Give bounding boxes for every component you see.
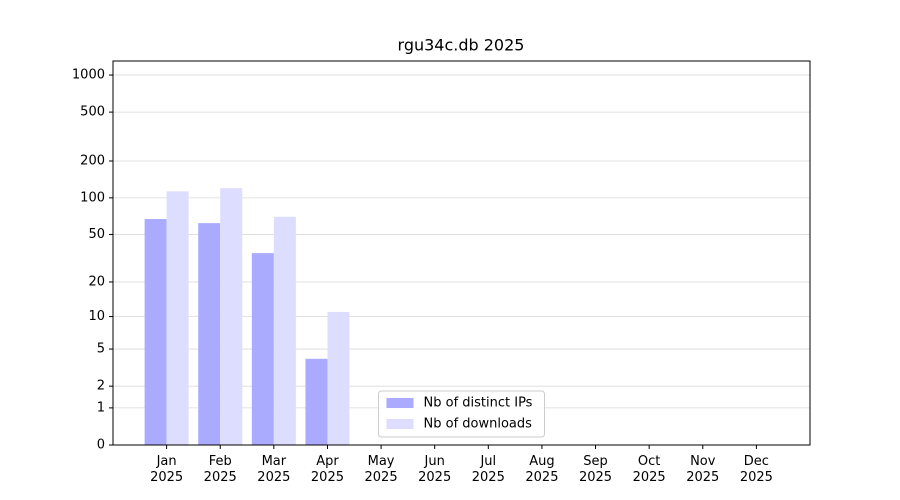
legend: Nb of distinct IPs Nb of downloads — [378, 390, 545, 438]
bar — [305, 358, 328, 445]
x-tick-label: Jul 2025 — [472, 454, 505, 485]
x-tick-label: Sep 2025 — [579, 454, 612, 485]
bar — [327, 311, 350, 445]
plot-frame — [112, 60, 811, 446]
x-tick-label: Dec 2025 — [740, 454, 773, 485]
x-tick-label: Aug 2025 — [525, 454, 558, 485]
x-tick-label: Jun 2025 — [418, 454, 451, 485]
bar — [166, 191, 189, 445]
y-tick-label: 1000 — [72, 68, 105, 83]
bar — [251, 253, 274, 445]
bar — [220, 188, 243, 445]
x-tick-label: May 2025 — [365, 454, 398, 485]
x-tick-label: Jan 2025 — [150, 454, 183, 485]
legend-box — [378, 390, 545, 438]
x-tick-label: Feb 2025 — [204, 454, 237, 485]
bar — [198, 223, 221, 445]
legend-swatch — [386, 398, 414, 408]
y-tick-label: 20 — [88, 274, 105, 289]
x-tick-label: Mar 2025 — [257, 454, 290, 485]
y-tick-label: 10 — [88, 309, 105, 324]
y-tick-label: 1 — [97, 400, 105, 415]
chart-title: rgu34c.db 2025 — [398, 36, 525, 55]
bar — [273, 216, 296, 445]
legend-label: Nb of downloads — [424, 417, 533, 432]
x-tick-label: Apr 2025 — [311, 454, 344, 485]
y-tick-label: 0 — [97, 438, 105, 453]
legend-swatch — [386, 419, 414, 429]
y-tick-label: 5 — [97, 342, 105, 357]
bar — [144, 219, 167, 445]
y-tick-label: 100 — [80, 190, 105, 205]
legend-label: Nb of distinct IPs — [424, 396, 533, 411]
y-tick-label: 2 — [97, 379, 105, 394]
y-tick-label: 500 — [80, 105, 105, 120]
y-tick-label: 50 — [88, 227, 105, 242]
x-tick-label: Nov 2025 — [686, 454, 719, 485]
y-tick-label: 200 — [80, 154, 105, 169]
x-tick-label: Oct 2025 — [633, 454, 666, 485]
